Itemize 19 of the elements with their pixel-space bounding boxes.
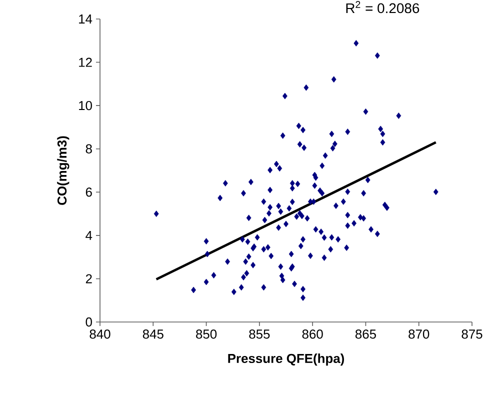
x-tick-label: 860 — [302, 330, 323, 339]
x-tick-label: 855 — [249, 330, 270, 339]
y-tick-label: 6 — [86, 188, 92, 197]
y-tick-label: 12 — [79, 58, 92, 67]
x-axis-title: Pressure QFE(hpa) — [228, 354, 344, 366]
x-tick-label: 875 — [462, 330, 482, 339]
y-tick-label: 0 — [86, 317, 92, 327]
x-tick-label: 870 — [408, 330, 430, 339]
y-axis-title: CO(mg/m3) — [57, 136, 70, 205]
x-tick-label: 865 — [355, 330, 376, 339]
x-tick-label: 850 — [196, 330, 217, 339]
x-tick-label: 840 — [90, 330, 110, 339]
y-tick-label: 10 — [79, 100, 92, 110]
text: R$^{2}$ = 0.2086 — [346, 1, 420, 14]
y-tick-label: 14 — [79, 14, 92, 24]
y-tick-label: 8 — [86, 144, 92, 154]
x-tick-label: 845 — [142, 330, 164, 339]
y-tick-label: 4 — [86, 230, 92, 240]
y-tick-label: 2 — [86, 274, 92, 284]
